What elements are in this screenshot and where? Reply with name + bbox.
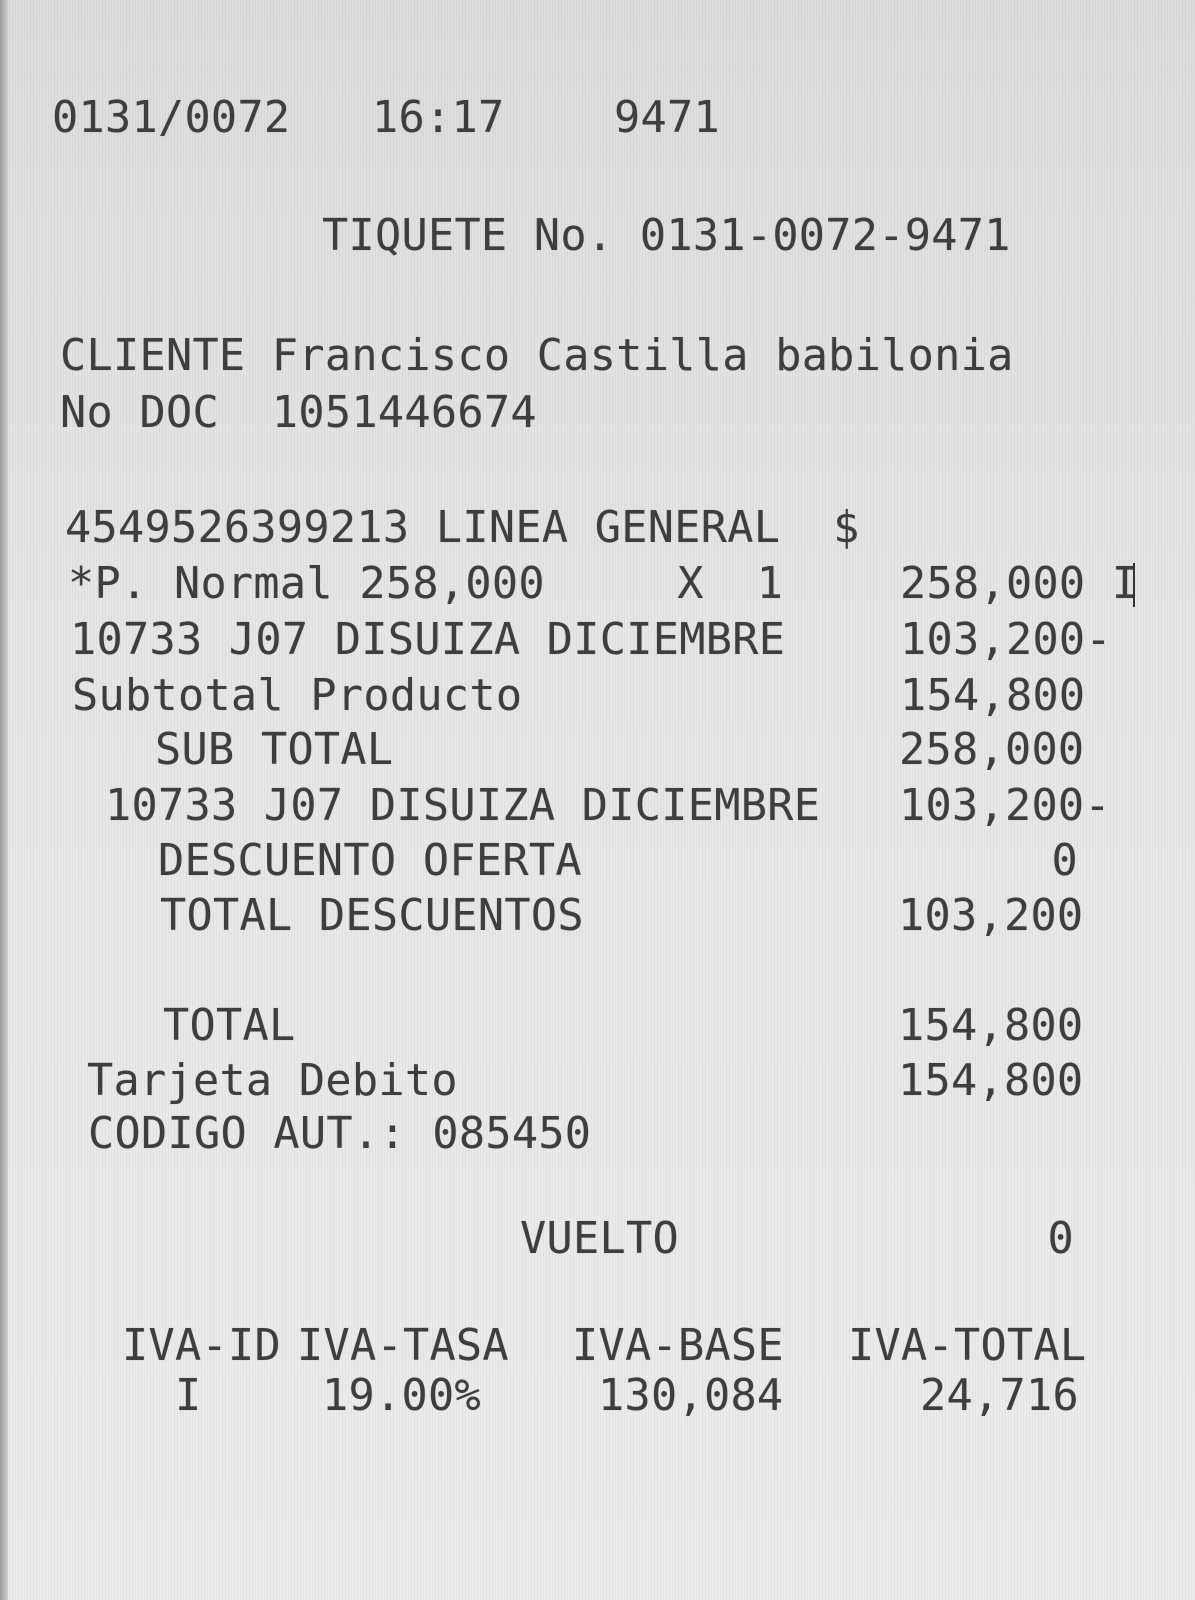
discount-amount: 103,200- [899,781,1111,831]
time: 16:17 [372,93,505,143]
offer-amount: 0 [1051,836,1078,886]
customer-doc: No DOC 1051446674 [60,388,537,438]
item-price-amount: 258,000 I [900,559,1139,609]
ticket-number: TIQUETE No. 0131-0072-9471 [322,211,1011,261]
item-discount-amount: 103,200- [900,615,1112,665]
dashed-separator [50,0,1120,7]
change-amount: 0 [1047,1214,1074,1264]
item-subtotal-label: Subtotal Producto [72,671,523,721]
tax-header-id: IVA-ID [122,1321,281,1371]
sub-total-amount: 258,000 [899,725,1085,775]
sub-total-label: SUB TOTAL [155,725,394,775]
tax-header-rate: IVA-TASA [297,1321,509,1371]
total-discounts-amount: 103,200 [898,891,1084,941]
total-discounts-label: TOTAL DESCUENTOS [160,891,584,941]
transaction-number: 9471 [614,93,720,143]
payment-amount: 154,800 [898,1056,1084,1106]
item-code: 4549526399213 LINEA GENERAL $ [65,503,860,553]
item-subtotal-amount: 154,800 [900,671,1086,721]
offer-label: DESCUENTO OFERTA [158,836,582,886]
payment-label: Tarjeta Debito [87,1056,458,1106]
terminal-id: 0131/0072 [52,93,291,143]
tax-total: 24,716 [920,1371,1079,1421]
tax-header-total: IVA-TOTAL [848,1321,1087,1371]
text-cursor [1133,563,1135,607]
item-price-line: *P. Normal 258,000 X 1 [68,559,784,609]
customer-name: CLIENTE Francisco Castilla babilonia [60,331,1014,381]
total-label: TOTAL [163,1001,296,1051]
discount-label: 10733 J07 DISUIZA DICIEMBRE [105,781,821,831]
tax-header-base: IVA-BASE [572,1321,784,1371]
tax-rate: 19.00% [322,1371,481,1421]
change-label: VUELTO [520,1214,679,1264]
tax-base: 130,084 [598,1371,784,1421]
auth-code: CODIGO AUT.: 085450 [88,1109,592,1159]
item-discount-label: 10733 J07 DISUIZA DICIEMBRE [70,615,786,665]
screen-edge [0,0,8,1600]
tax-id: I [175,1371,202,1421]
total-amount: 154,800 [898,1001,1084,1051]
